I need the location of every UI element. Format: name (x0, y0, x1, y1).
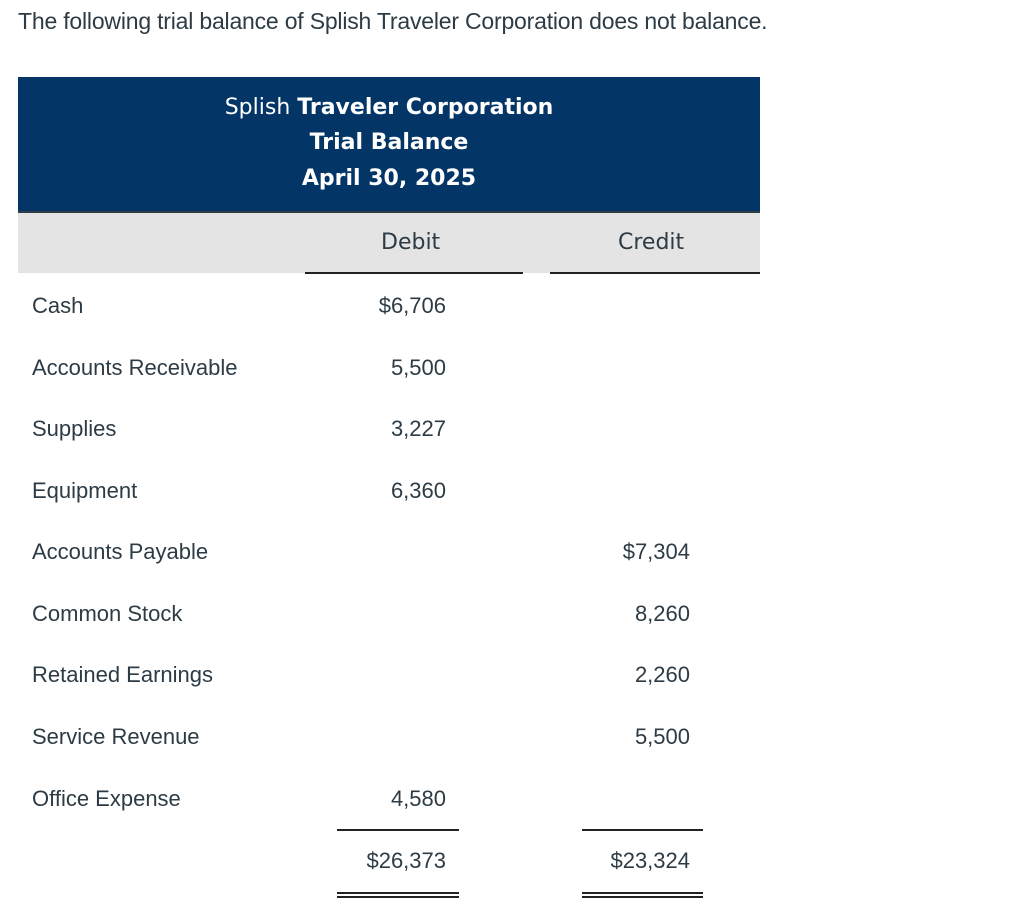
header-divider (18, 211, 760, 213)
statement-title: Trial Balance (309, 130, 469, 155)
debit-column-header: Debit (381, 230, 441, 255)
trial-balance-header: Splish Traveler Corporation Trial Balanc… (18, 77, 760, 213)
credit-total-double-rule (582, 892, 703, 898)
debit-amount: 4,580 (390, 786, 446, 811)
debit-total-double-rule (337, 892, 459, 898)
table-row: Accounts Payable $7,304 (0, 539, 1024, 579)
debit-amount: $6,706 (378, 293, 446, 318)
table-row: Accounts Receivable 5,500 (0, 355, 1024, 395)
account-name: Cash (32, 293, 84, 318)
totals-row: $26,373 $23,324 (0, 848, 1024, 888)
column-header-row: Debit Credit (18, 213, 760, 273)
account-name: Retained Earnings (32, 662, 214, 687)
statement-date: April 30, 2025 (301, 166, 477, 191)
debit-amount: 5,500 (390, 355, 446, 380)
company-name-rest: Traveler Corporation (297, 95, 554, 120)
account-name: Office Expense (32, 786, 181, 811)
account-name: Supplies (32, 416, 117, 441)
credit-amount: $7,304 (622, 539, 690, 564)
table-row: Equipment 6,360 (0, 478, 1024, 518)
credit-column-header: Credit (618, 230, 685, 255)
table-row: Supplies 3,227 (0, 416, 1024, 456)
problem-statement: The following trial balance of Splish Tr… (18, 8, 768, 34)
debit-amount: 3,227 (390, 416, 446, 441)
account-name: Accounts Receivable (32, 355, 238, 380)
account-name: Service Revenue (32, 724, 200, 749)
credit-amount: 5,500 (634, 724, 690, 749)
account-name: Equipment (32, 478, 138, 503)
debit-amount: 6,360 (390, 478, 446, 503)
account-name: Common Stock (32, 601, 183, 626)
credit-amount: 8,260 (634, 601, 690, 626)
company-name-first: Splish (224, 95, 291, 120)
account-name: Accounts Payable (32, 539, 209, 564)
credit-total: $23,324 (610, 848, 690, 873)
company-name: Splish Traveler Corporation (18, 95, 760, 120)
credit-amount: 2,260 (634, 662, 690, 687)
credit-subtotal-rule (582, 829, 703, 831)
debit-total: $26,373 (366, 848, 446, 873)
debit-header-underline (305, 272, 523, 274)
table-row: Retained Earnings 2,260 (0, 662, 1024, 702)
table-row: Service Revenue 5,500 (0, 724, 1024, 764)
credit-header-underline (550, 272, 760, 274)
table-row: Office Expense 4,580 (0, 786, 1024, 826)
table-row: Cash $6,706 (0, 293, 1024, 333)
debit-subtotal-rule (337, 829, 459, 831)
table-row: Common Stock 8,260 (0, 601, 1024, 641)
